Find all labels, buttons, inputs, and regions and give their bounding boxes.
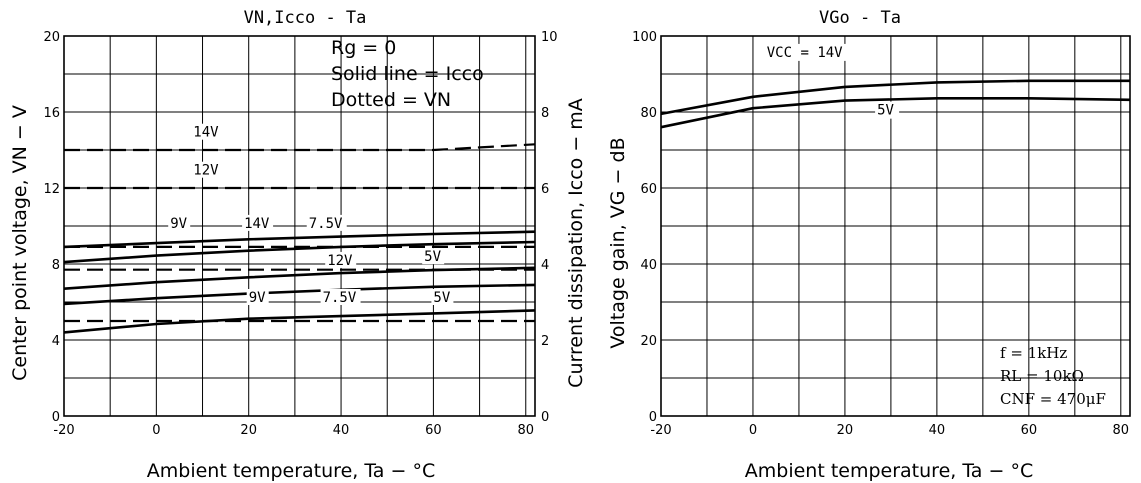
chart2-condition-cnf: CNF = 470μF [1000,390,1106,408]
chart1-y-tick-label: 20 [43,30,60,45]
chart2-series-label-vcc14: VCC = 14V [767,45,843,61]
chart1-x-tick-label: -20 [53,423,74,438]
chart1-y-tick-label-right: 10 [541,30,558,45]
chart2-title: VGo - Ta [819,8,901,28]
chart1-y-tick-label-right: 6 [541,182,549,197]
chart2-condition-load: RL = 10kΩ [1000,367,1084,385]
chart1-curve-label-bg [306,214,347,231]
chart1-note-dotted: Dotted = VN [331,89,451,111]
chart1-y-tick-label: 12 [43,182,60,197]
chart1-y-axis-label-left: Center point voltage, VN − V [9,105,31,381]
chart1-title: VN,Icco - Ta [244,8,367,28]
chart1-y-tick-label: 16 [43,106,60,121]
chart2-y-tick-label: 0 [649,410,657,425]
chart1-y-tick-label-right: 4 [541,258,549,273]
chart1-y-tick-label-right: 8 [541,106,549,121]
chart1-curve-label-bg [320,289,361,305]
chart1-curve-label: 14V [193,125,219,141]
chart1-x-tick-label: 60 [425,423,442,438]
chart2-y-tick-label: 20 [640,334,657,349]
chart1-curve-label: 5V [424,249,441,265]
chart2-plot-frame [660,35,1131,417]
chart2-x-tick-label: -20 [650,423,671,438]
chart1-curve-label: 7.5V [309,216,343,232]
chart1-y-tick-label-right: 0 [541,410,549,425]
chart1-y-axis-label-right: Current dissipation, Icco − mA [565,98,587,388]
chart1-x-tick-label: 80 [517,423,534,438]
chart1-y-tick-label-right: 2 [541,334,549,349]
chart2-x-tick-label: 60 [1021,423,1038,438]
chart2-x-tick-label: 40 [929,423,946,438]
chart1-series-icco-7-5v [63,283,536,306]
chart1-note-rg: Rg = 0 [331,37,396,59]
chart2-condition-frequency: f = 1kHz [1000,344,1067,362]
chart2-x-axis-label: Ambient temperature, Ta − °C [745,460,1033,482]
chart2-x-tick-label: 80 [1113,423,1130,438]
chart1-curve-label-bg [168,214,191,231]
chart1-curve-label-bg [325,251,357,268]
chart2-series-label-bg [764,43,865,61]
chart1-series-icco-9v [63,266,536,290]
chart1-curve-label-bg [431,289,454,305]
chart2-y-tick-label: 100 [632,30,657,45]
chart2-x-tick-label: 20 [837,423,854,438]
chart2-series-label-5v: 5V [877,103,894,119]
chart1-curve-label: 9V [170,216,187,232]
chart1-x-tick-label: 20 [240,423,257,438]
chart1-curve-label: 12V [193,163,219,179]
chart1-series-vn-14v [64,143,536,152]
chart2-y-tick-label: 80 [640,106,657,121]
chart2-y-axis-label: Voltage gain, VG − dB [607,137,629,348]
chart1-curve-label: 12V [327,253,353,269]
chart1-notes-background [325,34,535,119]
chart1-curve-label-bg [191,161,223,178]
chart1-curve-label: 9V [249,290,266,306]
chart1-series-icco-14v [63,230,536,249]
chart2-series-vg-5v [660,97,1131,129]
chart2-y-tick-label: 60 [640,182,657,197]
chart2-conditions-background [996,340,1120,412]
chart1-curve-label-bg [242,214,274,231]
chart1-y-tick-label: 4 [52,334,60,349]
chart1-x-axis-label: Ambient temperature, Ta − °C [147,460,435,482]
chart2-y-tick-label: 40 [640,258,657,273]
chart1-curve-label: 5V [433,290,450,306]
chart1-series-icco-12v [63,240,536,264]
chart2-x-tick-label: 0 [749,423,757,438]
chart2-series-vg-vcc-14v [660,79,1130,116]
chart1-y-tick-label: 8 [52,258,60,273]
chart1-x-tick-label: 0 [152,423,160,438]
chart1-curve-label: 14V [244,216,270,232]
chart1-plot-frame [63,35,536,417]
chart1-curve-label-bg [191,123,223,140]
chart1-y-tick-label: 0 [52,410,60,425]
chart1-series-icco-5v [63,309,536,334]
chart1-curve-label: 7.5V [323,290,357,306]
chart1-curve-label-bg [246,289,269,305]
chart1-curve-label-bg [422,248,445,265]
chart2-series-label-bg [875,101,900,119]
chart1-x-tick-label: 40 [333,423,350,438]
